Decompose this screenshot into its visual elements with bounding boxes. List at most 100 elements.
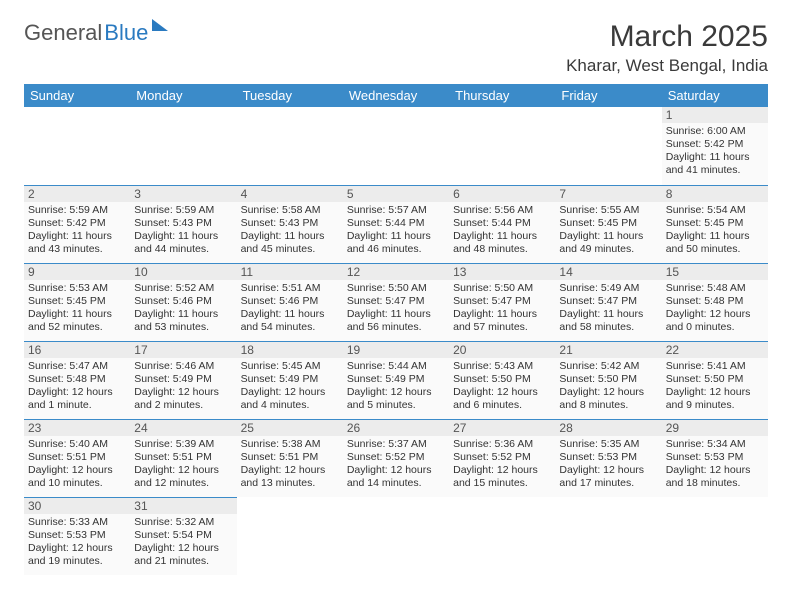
day-number: 14 [555, 264, 661, 280]
sunrise-line: Sunrise: 5:40 AM [28, 438, 126, 451]
day-number: 5 [343, 186, 449, 202]
sunset-line: Sunset: 5:48 PM [666, 295, 764, 308]
calendar-cell: 26Sunrise: 5:37 AMSunset: 5:52 PMDayligh… [343, 419, 449, 497]
sunset-line: Sunset: 5:48 PM [28, 373, 126, 386]
day-number: 16 [24, 342, 130, 358]
daylight-line: Daylight: 12 hours and 9 minutes. [666, 386, 764, 412]
sunrise-line: Sunrise: 5:58 AM [241, 204, 339, 217]
calendar-table: Sunday Monday Tuesday Wednesday Thursday… [24, 84, 768, 575]
daylight-line: Daylight: 12 hours and 0 minutes. [666, 308, 764, 334]
calendar-cell: 6Sunrise: 5:56 AMSunset: 5:44 PMDaylight… [449, 185, 555, 263]
calendar-cell: 16Sunrise: 5:47 AMSunset: 5:48 PMDayligh… [24, 341, 130, 419]
sunrise-line: Sunrise: 5:49 AM [559, 282, 657, 295]
calendar-cell: 23Sunrise: 5:40 AMSunset: 5:51 PMDayligh… [24, 419, 130, 497]
calendar-page: GeneralBlue March 2025 Kharar, West Beng… [0, 0, 792, 595]
sunset-line: Sunset: 5:52 PM [453, 451, 551, 464]
sunrise-line: Sunrise: 5:42 AM [559, 360, 657, 373]
sunrise-line: Sunrise: 5:51 AM [241, 282, 339, 295]
sunset-line: Sunset: 5:52 PM [347, 451, 445, 464]
day-number: 10 [130, 264, 236, 280]
calendar-cell: 13Sunrise: 5:50 AMSunset: 5:47 PMDayligh… [449, 263, 555, 341]
calendar-cell: 19Sunrise: 5:44 AMSunset: 5:49 PMDayligh… [343, 341, 449, 419]
sunset-line: Sunset: 5:53 PM [559, 451, 657, 464]
sunrise-line: Sunrise: 5:48 AM [666, 282, 764, 295]
calendar-cell: 24Sunrise: 5:39 AMSunset: 5:51 PMDayligh… [130, 419, 236, 497]
day-number: 11 [237, 264, 343, 280]
day-number: 17 [130, 342, 236, 358]
calendar-row: 30Sunrise: 5:33 AMSunset: 5:53 PMDayligh… [24, 497, 768, 575]
calendar-cell [237, 107, 343, 185]
sunset-line: Sunset: 5:49 PM [134, 373, 232, 386]
calendar-cell [130, 107, 236, 185]
header: GeneralBlue March 2025 Kharar, West Beng… [24, 20, 768, 76]
sunset-line: Sunset: 5:49 PM [347, 373, 445, 386]
calendar-cell [237, 497, 343, 575]
location-label: Kharar, West Bengal, India [566, 56, 768, 76]
calendar-cell: 30Sunrise: 5:33 AMSunset: 5:53 PMDayligh… [24, 497, 130, 575]
sunset-line: Sunset: 5:47 PM [453, 295, 551, 308]
daylight-line: Daylight: 12 hours and 12 minutes. [134, 464, 232, 490]
sunset-line: Sunset: 5:51 PM [28, 451, 126, 464]
sunset-line: Sunset: 5:53 PM [666, 451, 764, 464]
daylight-line: Daylight: 11 hours and 57 minutes. [453, 308, 551, 334]
calendar-cell: 29Sunrise: 5:34 AMSunset: 5:53 PMDayligh… [662, 419, 768, 497]
sunset-line: Sunset: 5:45 PM [666, 217, 764, 230]
sunrise-line: Sunrise: 5:43 AM [453, 360, 551, 373]
sunset-line: Sunset: 5:54 PM [134, 529, 232, 542]
calendar-cell: 2Sunrise: 5:59 AMSunset: 5:42 PMDaylight… [24, 185, 130, 263]
sunrise-line: Sunrise: 5:38 AM [241, 438, 339, 451]
day-number: 31 [130, 498, 236, 514]
calendar-cell: 7Sunrise: 5:55 AMSunset: 5:45 PMDaylight… [555, 185, 661, 263]
day-number: 2 [24, 186, 130, 202]
daylight-line: Daylight: 11 hours and 45 minutes. [241, 230, 339, 256]
daylight-line: Daylight: 11 hours and 48 minutes. [453, 230, 551, 256]
day-number: 6 [449, 186, 555, 202]
sunrise-line: Sunrise: 5:53 AM [28, 282, 126, 295]
day-number: 30 [24, 498, 130, 514]
day-number: 18 [237, 342, 343, 358]
sunrise-line: Sunrise: 5:55 AM [559, 204, 657, 217]
calendar-cell: 18Sunrise: 5:45 AMSunset: 5:49 PMDayligh… [237, 341, 343, 419]
weekday-header: Thursday [449, 84, 555, 107]
day-number: 7 [555, 186, 661, 202]
daylight-line: Daylight: 12 hours and 15 minutes. [453, 464, 551, 490]
daylight-line: Daylight: 12 hours and 5 minutes. [347, 386, 445, 412]
calendar-cell: 14Sunrise: 5:49 AMSunset: 5:47 PMDayligh… [555, 263, 661, 341]
calendar-cell: 12Sunrise: 5:50 AMSunset: 5:47 PMDayligh… [343, 263, 449, 341]
day-number: 15 [662, 264, 768, 280]
calendar-cell: 8Sunrise: 5:54 AMSunset: 5:45 PMDaylight… [662, 185, 768, 263]
sunset-line: Sunset: 5:50 PM [453, 373, 551, 386]
day-number: 24 [130, 420, 236, 436]
weekday-header: Saturday [662, 84, 768, 107]
daylight-line: Daylight: 11 hours and 50 minutes. [666, 230, 764, 256]
sunset-line: Sunset: 5:43 PM [241, 217, 339, 230]
day-number: 26 [343, 420, 449, 436]
logo-text-part1: General [24, 20, 102, 46]
sunset-line: Sunset: 5:46 PM [134, 295, 232, 308]
logo: GeneralBlue [24, 20, 168, 46]
calendar-cell: 5Sunrise: 5:57 AMSunset: 5:44 PMDaylight… [343, 185, 449, 263]
daylight-line: Daylight: 12 hours and 4 minutes. [241, 386, 339, 412]
daylight-line: Daylight: 11 hours and 58 minutes. [559, 308, 657, 334]
calendar-cell: 1Sunrise: 6:00 AMSunset: 5:42 PMDaylight… [662, 107, 768, 185]
weekday-header: Monday [130, 84, 236, 107]
sunset-line: Sunset: 5:44 PM [347, 217, 445, 230]
calendar-cell [24, 107, 130, 185]
daylight-line: Daylight: 11 hours and 56 minutes. [347, 308, 445, 334]
daylight-line: Daylight: 12 hours and 2 minutes. [134, 386, 232, 412]
daylight-line: Daylight: 11 hours and 53 minutes. [134, 308, 232, 334]
calendar-cell: 11Sunrise: 5:51 AMSunset: 5:46 PMDayligh… [237, 263, 343, 341]
calendar-row: 1Sunrise: 6:00 AMSunset: 5:42 PMDaylight… [24, 107, 768, 185]
day-number: 1 [662, 107, 768, 123]
sunset-line: Sunset: 5:50 PM [666, 373, 764, 386]
calendar-cell [449, 497, 555, 575]
title-block: March 2025 Kharar, West Bengal, India [566, 20, 768, 76]
sunset-line: Sunset: 5:45 PM [559, 217, 657, 230]
sunrise-line: Sunrise: 5:32 AM [134, 516, 232, 529]
day-number: 23 [24, 420, 130, 436]
calendar-cell: 4Sunrise: 5:58 AMSunset: 5:43 PMDaylight… [237, 185, 343, 263]
sunrise-line: Sunrise: 5:39 AM [134, 438, 232, 451]
sunrise-line: Sunrise: 6:00 AM [666, 125, 764, 138]
calendar-cell: 17Sunrise: 5:46 AMSunset: 5:49 PMDayligh… [130, 341, 236, 419]
calendar-body: 1Sunrise: 6:00 AMSunset: 5:42 PMDaylight… [24, 107, 768, 575]
